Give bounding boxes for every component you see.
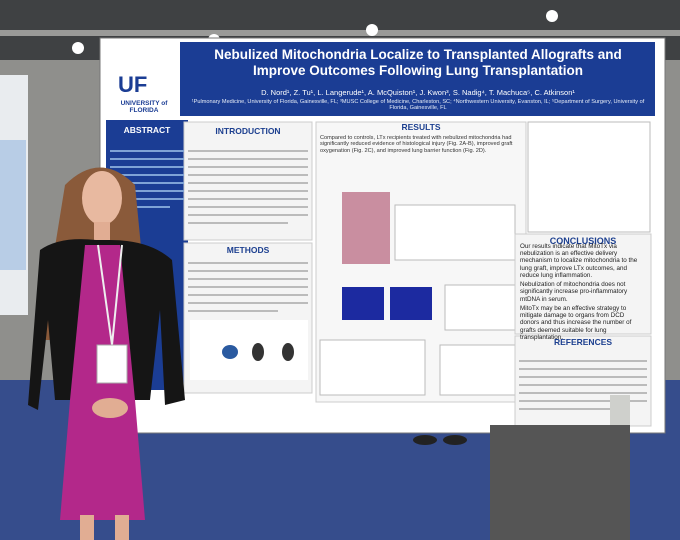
section-heading: REFERENCES <box>553 337 613 347</box>
section-heading: ABSTRACT <box>123 125 171 135</box>
conclusions-list: Our results indicate that MitoTx via neb… <box>520 243 638 343</box>
logo-mark: UF <box>118 72 148 97</box>
poster-authors: D. Nord¹, Z. Tu¹, L. Langerude¹, A. McQu… <box>261 88 575 97</box>
section-heading: METHODS <box>226 245 270 255</box>
logo-name: UNIVERSITY of FLORIDA <box>120 100 168 115</box>
section-heading: CONCLUSIONS <box>549 236 617 246</box>
results-text: Compared to controls, LTx recipients tre… <box>320 135 513 154</box>
conclusion-item: Nebulization of mitochondria does not si… <box>520 281 628 303</box>
poster-title: Nebulized Mitochondria Localize to Trans… <box>214 47 622 78</box>
section-heading: RESULTS <box>401 122 441 132</box>
section-heading: INTRODUCTION <box>215 126 281 136</box>
poster-affiliations: ¹Pulmonary Medicine, University of Flori… <box>191 99 645 112</box>
conclusion-item: Our results indicate that MitoTx via neb… <box>520 243 638 279</box>
conclusion-item: MitoTx may be an effective strategy to m… <box>520 304 632 341</box>
